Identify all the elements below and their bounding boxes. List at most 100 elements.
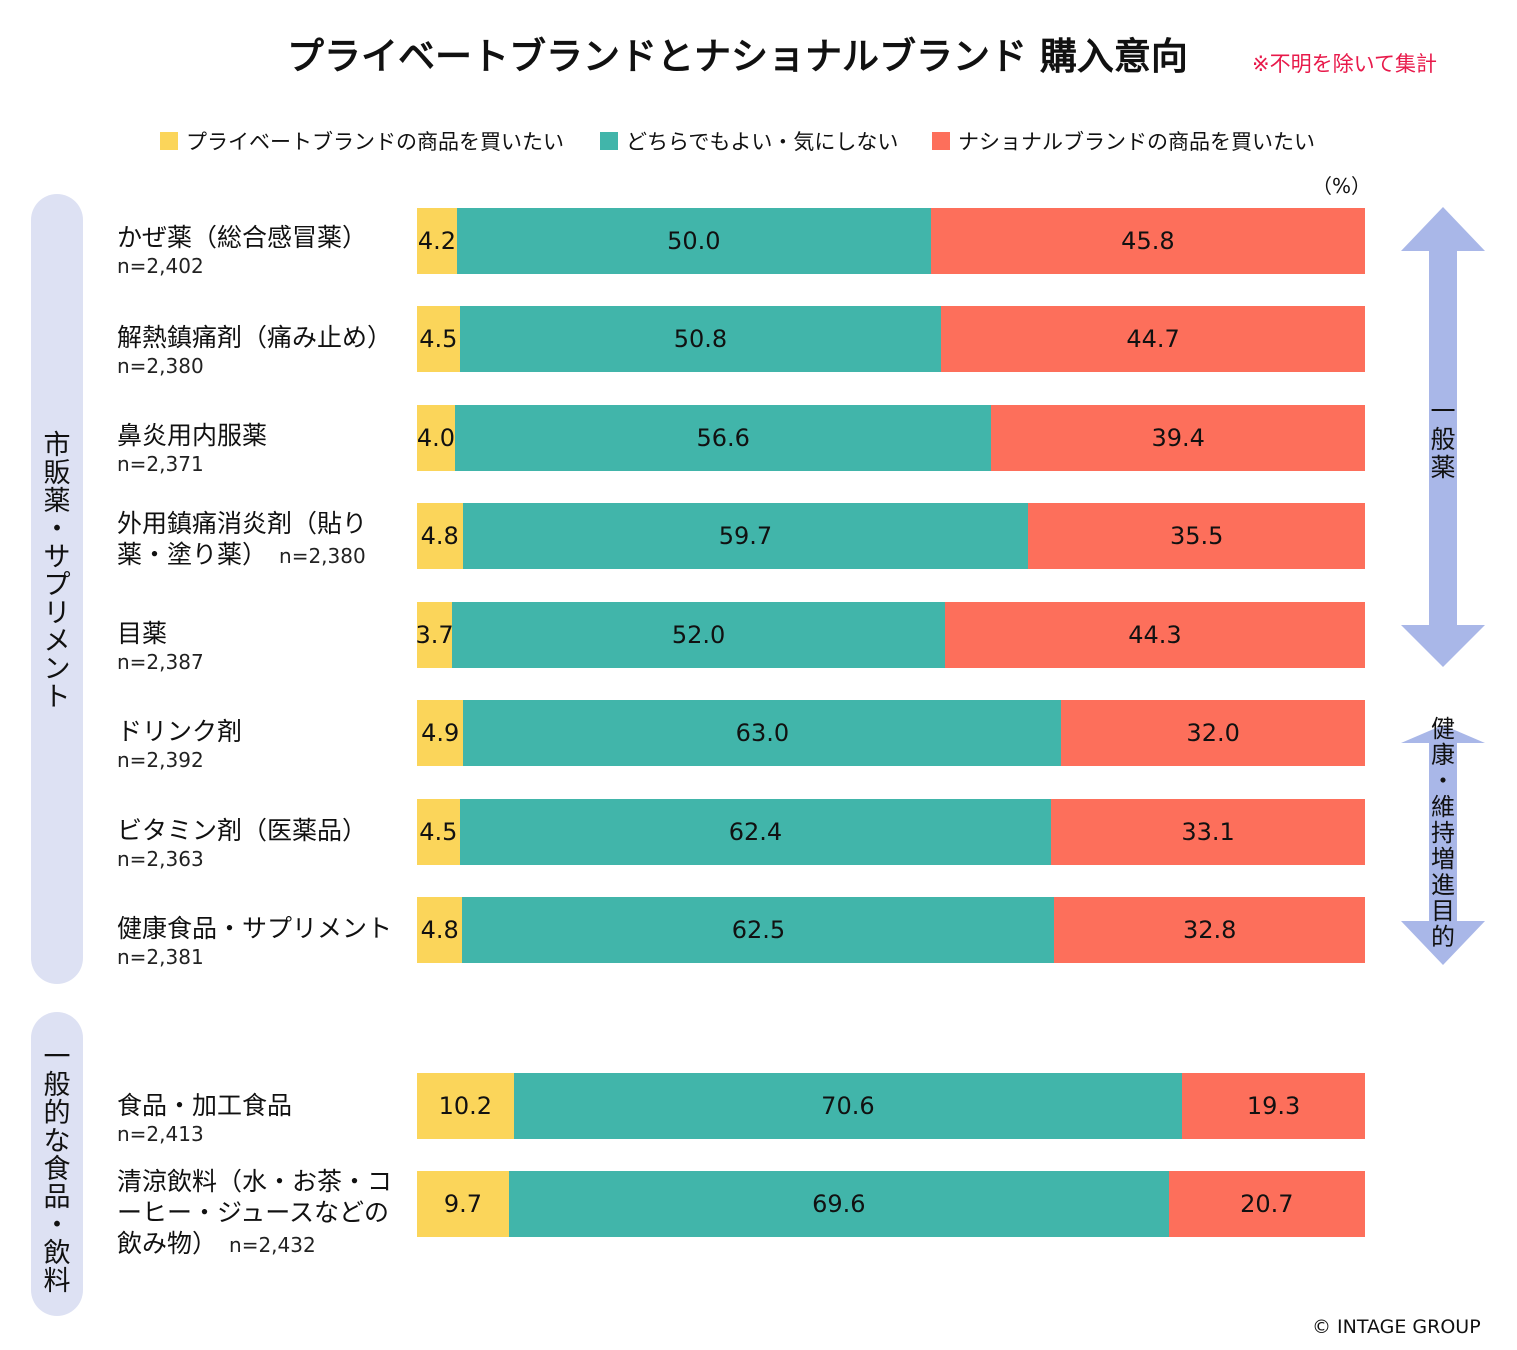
bar-segment-pb: 4.5 — [417, 306, 460, 372]
sample-size: n=2,371 — [117, 452, 204, 476]
sample-size: n=2,380 — [117, 354, 204, 378]
category-name-wrap: 外用鎮痛消炎剤（貼り薬・塗り薬） n=2,380 — [117, 508, 412, 572]
bar-segment-nb: 39.4 — [991, 405, 1365, 471]
bar-segment-nb: 35.5 — [1028, 503, 1365, 569]
bar-segment-neutral: 59.7 — [462, 503, 1029, 569]
bar-segment-neutral: 62.5 — [462, 897, 1055, 963]
legend-item-nb: ナショナルブランドの商品を買いたい — [932, 126, 1315, 156]
category-name: 目薬 — [117, 619, 168, 648]
arrow-label-general-medicine: 一般薬 — [1430, 397, 1456, 482]
sample-size: n=2,432 — [229, 1233, 316, 1257]
category-name: ビタミン剤（医薬品） — [117, 816, 368, 845]
bar-value-label: 32.8 — [1182, 916, 1237, 944]
bar-segment-neutral: 70.6 — [513, 1073, 1183, 1139]
row-label-3: 外用鎮痛消炎剤（貼り薬・塗り薬） n=2,380 — [117, 508, 412, 572]
bar-segment-nb: 19.3 — [1182, 1073, 1365, 1139]
bar-segment-nb: 33.1 — [1051, 799, 1365, 865]
bar-value-label: 69.6 — [812, 1190, 866, 1218]
bar-segment-nb: 45.8 — [930, 208, 1365, 274]
bar-value-label: 50.0 — [667, 227, 721, 255]
bar-row: 4.8 62.5 32.8 — [417, 897, 1365, 963]
category-name: 解熱鎮痛剤（痛み止め） — [117, 323, 393, 352]
category-name-wrap: 清涼飲料（水・お茶・コーヒー・ジュースなどの飲み物） n=2,432 — [117, 1166, 412, 1261]
bar-value-label: 33.1 — [1181, 818, 1235, 846]
bar-row: 10.2 70.6 19.3 — [417, 1073, 1365, 1139]
legend-label-pb: プライベートブランドの商品を買いたい — [186, 130, 564, 154]
bar-row: 3.7 52.0 44.3 — [417, 602, 1365, 668]
sample-size: n=2,392 — [117, 748, 204, 772]
category-name: 清涼飲料（水・お茶・コーヒー・ジュースなどの飲み物） — [117, 1167, 393, 1258]
bar-segment-pb: 4.8 — [417, 897, 463, 963]
bar-segment-neutral: 52.0 — [452, 602, 946, 668]
bar-segment-nb: 32.8 — [1054, 897, 1365, 963]
group-label-food: 一般的な食品・飲料 — [43, 1042, 71, 1297]
bar-value-label: 44.3 — [1128, 621, 1182, 649]
category-name: 健康食品・サプリメント — [117, 914, 393, 943]
legend-label-neutral: どちらでもよい・気にしない — [626, 130, 899, 154]
bar-value-label: 32.0 — [1186, 719, 1240, 747]
bar-value-label: 4.0 — [417, 424, 455, 452]
bar-segment-neutral: 63.0 — [463, 700, 1062, 766]
bar-segment-neutral: 50.8 — [459, 306, 942, 372]
bar-value-label: 4.5 — [419, 325, 458, 353]
bar-value-label: 56.6 — [696, 424, 750, 452]
bar-segment-pb: 4.2 — [417, 208, 457, 274]
arrow-label-health-purpose: 健康・維持増進目的 — [1431, 715, 1455, 951]
bar-segment-neutral: 62.4 — [459, 799, 1052, 865]
legend-swatch-nb — [932, 132, 950, 150]
row-label-4: 目薬 n=2,387 — [117, 618, 412, 675]
row-label-8: 食品・加工食品 n=2,413 — [117, 1090, 412, 1147]
bar-segment-nb: 32.0 — [1061, 700, 1365, 766]
bar-segment-pb: 10.2 — [417, 1073, 514, 1139]
bar-row: 9.7 69.6 20.7 — [417, 1171, 1365, 1237]
bar-value-label: 70.6 — [821, 1092, 875, 1120]
legend-swatch-pb — [160, 132, 178, 150]
row-label-7: 健康食品・サプリメント n=2,381 — [117, 913, 412, 970]
bar-value-label: 39.4 — [1151, 424, 1205, 452]
legend-label-nb: ナショナルブランドの商品を買いたい — [958, 130, 1315, 154]
bar-segment-pb: 9.7 — [417, 1171, 509, 1237]
bar-value-label: 35.5 — [1170, 522, 1224, 550]
bar-row: 4.5 50.8 44.7 — [417, 306, 1365, 372]
bar-row: 4.2 50.0 45.8 — [417, 208, 1365, 274]
chart-legend: プライベートブランドの商品を買いたい どちらでもよい・気にしない ナショナルブラ… — [0, 126, 1517, 158]
category-name: かぜ薬（総合感冒薬） — [117, 223, 368, 252]
bar-row: 4.9 63.0 32.0 — [417, 700, 1365, 766]
row-label-5: ドリンク剤 n=2,392 — [117, 716, 412, 773]
bar-segment-pb: 4.0 — [417, 405, 455, 471]
bar-value-label: 62.4 — [728, 818, 783, 846]
bar-value-label: 19.3 — [1246, 1092, 1301, 1120]
sample-size: n=2,402 — [117, 254, 204, 278]
sample-size: n=2,387 — [117, 650, 204, 674]
bar-segment-nb: 20.7 — [1168, 1171, 1365, 1237]
bar-segment-nb: 44.7 — [941, 306, 1365, 372]
category-name: ドリンク剤 — [117, 717, 243, 746]
row-label-9: 清涼飲料（水・お茶・コーヒー・ジュースなどの飲み物） n=2,432 — [117, 1166, 412, 1261]
bar-value-label: 50.8 — [673, 325, 728, 353]
bar-value-label: 45.8 — [1121, 227, 1175, 255]
bar-row: 4.8 59.7 35.5 — [417, 503, 1365, 569]
sample-size: n=2,380 — [279, 544, 366, 568]
row-label-6: ビタミン剤（医薬品） n=2,363 — [117, 815, 412, 872]
bar-value-label: 4.2 — [417, 227, 456, 255]
bar-value-label: 59.7 — [718, 522, 773, 550]
bar-value-label: 9.7 — [443, 1190, 483, 1218]
bar-value-label: 62.5 — [731, 916, 786, 944]
row-label-1: 解熱鎮痛剤（痛み止め） n=2,380 — [117, 322, 412, 379]
row-label-2: 鼻炎用内服薬 n=2,371 — [117, 420, 412, 477]
bar-segment-neutral: 56.6 — [454, 405, 992, 471]
group-pill-otc — [31, 194, 83, 984]
chart-title: プライベートブランドとナショナルブランド 購入意向 — [287, 35, 1188, 78]
unit-label: （%） — [1312, 174, 1372, 198]
legend-item-pb: プライベートブランドの商品を買いたい — [160, 126, 564, 156]
category-name: 食品・加工食品 — [117, 1091, 293, 1120]
bar-segment-pb: 4.9 — [417, 700, 464, 766]
bar-segment-neutral: 50.0 — [456, 208, 931, 274]
row-label-0: かぜ薬（総合感冒薬） n=2,402 — [117, 222, 412, 279]
chart-title-area: プライベートブランドとナショナルブランド 購入意向 ※不明を除いて集計 — [0, 26, 1517, 86]
group-pill-food — [31, 1012, 83, 1316]
sample-size: n=2,413 — [117, 1122, 204, 1146]
bar-value-label: 4.8 — [420, 916, 459, 944]
double-arrow-general-medicine — [1401, 207, 1485, 667]
bar-row: 4.0 56.6 39.4 — [417, 405, 1365, 471]
